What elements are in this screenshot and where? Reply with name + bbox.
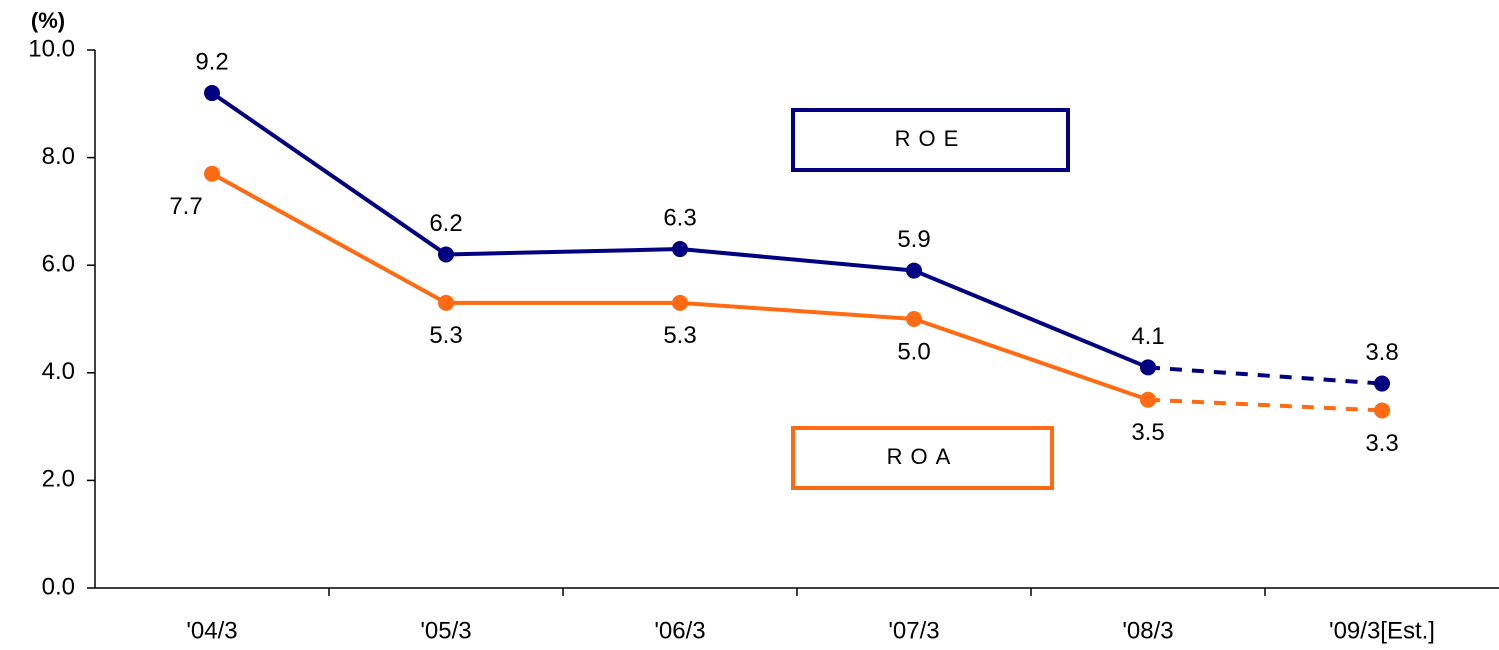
x-tick-label: '07/3 bbox=[888, 617, 939, 644]
data-label: 5.3 bbox=[429, 322, 462, 349]
point bbox=[906, 311, 922, 327]
point bbox=[672, 241, 688, 258]
data-label: 5.9 bbox=[897, 226, 930, 253]
legend-box bbox=[791, 426, 1054, 490]
y-tick-label: 10.0 bbox=[28, 35, 75, 62]
data-label: 7.7 bbox=[169, 193, 202, 220]
point bbox=[1374, 375, 1390, 392]
data-label: 5.0 bbox=[897, 338, 930, 365]
data-label: 5.3 bbox=[663, 322, 696, 349]
x-tick-label: '05/3 bbox=[420, 617, 471, 644]
y-tick-label: 4.0 bbox=[42, 358, 75, 385]
point bbox=[204, 85, 220, 102]
x-tick-label: '08/3 bbox=[1122, 617, 1173, 644]
point bbox=[672, 294, 688, 311]
data-label: 4.1 bbox=[1131, 323, 1164, 350]
line-dashed bbox=[1147, 397, 1383, 413]
point bbox=[438, 246, 454, 263]
legend-label: ROA bbox=[887, 444, 959, 469]
y-tick-label: 6.0 bbox=[42, 251, 75, 278]
point bbox=[204, 165, 220, 182]
x-tick-label: '06/3 bbox=[654, 617, 705, 644]
y-tick-label: 8.0 bbox=[42, 143, 75, 170]
y-tick-label: 0.0 bbox=[42, 573, 75, 600]
data-label: 3.5 bbox=[1131, 419, 1164, 446]
point bbox=[1374, 402, 1390, 419]
data-label: 6.3 bbox=[663, 204, 696, 231]
point bbox=[438, 294, 454, 311]
legend-label: ROE bbox=[895, 126, 967, 151]
x-tick-label: '04/3 bbox=[186, 617, 237, 644]
y-unit: (%) bbox=[31, 8, 65, 33]
point bbox=[1140, 391, 1156, 408]
data-label: 3.8 bbox=[1365, 339, 1398, 366]
point bbox=[1140, 359, 1156, 376]
legend-box bbox=[791, 108, 1070, 172]
data-label: 3.3 bbox=[1365, 430, 1398, 457]
line-dashed bbox=[1147, 365, 1383, 386]
x-tick-label: '09/3[Est.] bbox=[1329, 617, 1435, 644]
data-label: 6.2 bbox=[429, 210, 462, 237]
data-label: 9.2 bbox=[195, 48, 228, 75]
point bbox=[906, 262, 922, 279]
y-tick-label: 2.0 bbox=[42, 466, 75, 493]
